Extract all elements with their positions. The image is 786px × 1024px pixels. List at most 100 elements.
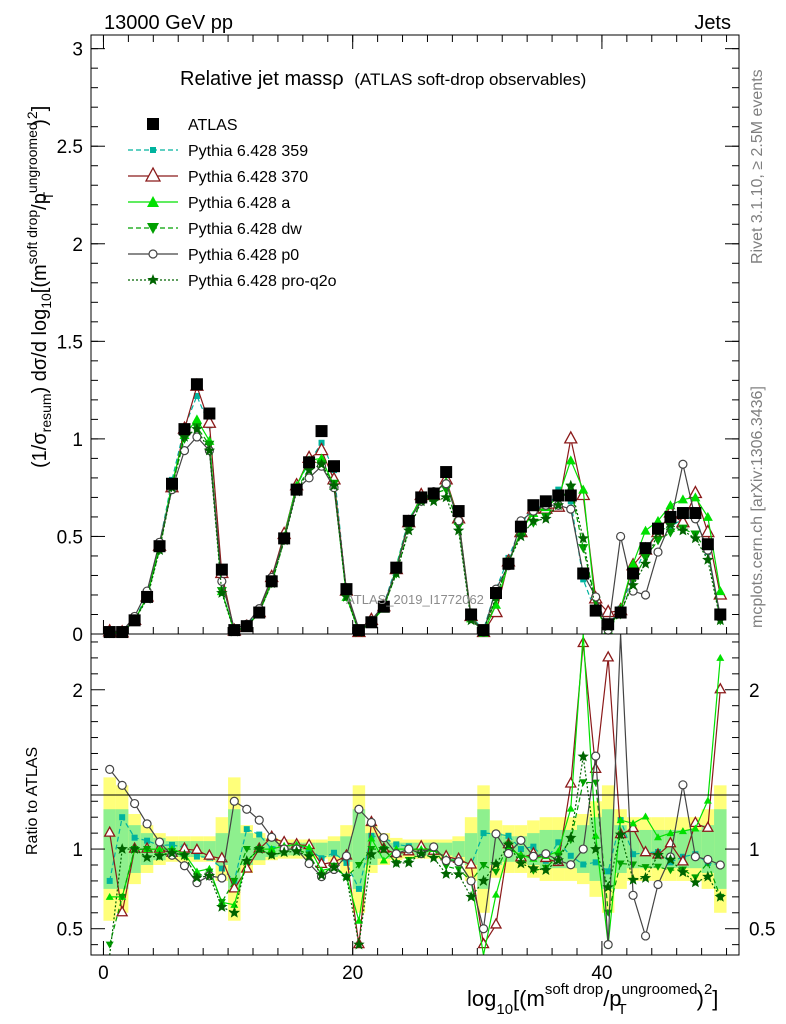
marker-ATLAS [477, 624, 490, 637]
ratio-marker-pq2o [328, 861, 340, 873]
ratio-marker-pq2o [652, 849, 664, 860]
ratio-y-tick-label: 2 [72, 681, 83, 702]
marker-ATLAS [440, 466, 453, 479]
ratio-marker-pp0 [179, 861, 190, 871]
marker-ATLAS [689, 507, 702, 520]
ratio-band-green [452, 841, 465, 858]
ylabel-part: resum [38, 393, 54, 432]
marker-ATLAS [166, 477, 178, 490]
ratio-marker-pq2o [116, 843, 128, 854]
marker-pa [565, 455, 576, 465]
ratio-marker-p370 [639, 845, 652, 857]
legend-marker-ATLAS [147, 118, 159, 130]
ratio-marker-p370 [676, 854, 690, 866]
y-tick-label: 0.5 [57, 527, 83, 548]
ratio-marker-pp0 [366, 817, 376, 828]
ratio-marker-pp0 [379, 833, 389, 843]
ratio-marker-pp0 [541, 849, 551, 859]
ratio-marker-pp0 [640, 931, 651, 941]
header-left: 13000 GeV pp [104, 12, 233, 34]
marker-pp0 [678, 459, 688, 469]
marker-ATLAS [340, 583, 353, 596]
marker-pq2o [303, 464, 315, 475]
marker-ATLAS [664, 510, 677, 523]
marker-pp0 [566, 504, 576, 514]
ratio-marker-pp0 [628, 890, 638, 900]
ratio-marker-pdw [479, 861, 488, 869]
main-series-layer [102, 377, 728, 639]
ratio-marker-pq2o [228, 906, 240, 918]
ratio-marker-p370 [116, 905, 129, 917]
ratio-marker-p359 [605, 868, 612, 875]
marker-pq2o [540, 512, 552, 524]
ratio-marker-pa [155, 845, 164, 853]
ratio-marker-pp0 [130, 798, 140, 809]
ratio-marker-pq2o [552, 854, 564, 866]
ratio-marker-p359 [331, 849, 337, 856]
marker-ATLAS [676, 507, 689, 520]
ratio-marker-pp0 [715, 860, 725, 870]
ratio-marker-pp0 [678, 780, 688, 790]
ylabel-part: 10 [38, 293, 54, 309]
ratio-band-green [439, 842, 453, 856]
ratio-marker-pp0 [703, 854, 713, 865]
legend-marker-pp0 [148, 249, 158, 259]
xlabel-part: 10 [496, 1001, 513, 1018]
marker-ATLAS [539, 495, 552, 508]
ratio-marker-pq2o [565, 831, 577, 843]
ratio-band-green [103, 809, 116, 889]
ratio-marker-pq2o [477, 874, 490, 886]
ratio-marker-pq2o [290, 845, 303, 857]
marker-pq2o [191, 423, 203, 434]
ratio-marker-pq2o [590, 843, 602, 854]
x-tick-label: 0 [98, 963, 109, 984]
marker-pq2o [328, 479, 340, 491]
marker-pa [640, 525, 651, 535]
mcplots-label: mcplots.cern.ch [arXiv:1306.3436] [749, 386, 766, 628]
marker-ATLAS [589, 604, 602, 617]
ylabel-part: T [40, 191, 56, 200]
ratio-marker-pq2o [465, 890, 477, 902]
marker-pq2o [639, 557, 652, 569]
ratio-marker-pq2o [203, 869, 216, 881]
marker-ATLAS [390, 561, 403, 574]
marker-pq2o [664, 518, 677, 530]
marker-pp0 [441, 479, 451, 489]
main-y-axis-label: (1/σresum) dσ/d log10[(msoft drop/pungro… [24, 106, 56, 468]
y-tick-label: 3 [72, 40, 83, 61]
ratio-marker-p370 [626, 821, 640, 833]
marker-pq2o [452, 524, 465, 536]
ylabel-part: ungroomed [24, 122, 40, 193]
ratio-marker-pq2o [191, 871, 203, 883]
ratio-marker-pp0 [354, 804, 364, 814]
ratio-marker-pq2o [141, 851, 153, 863]
legend-label: Pythia 6.428 p0 [188, 247, 299, 264]
ratio-marker-pq2o [241, 855, 253, 866]
marker-pq2o [216, 587, 228, 598]
xlabel-part: log [467, 986, 496, 1011]
ratio-marker-pa [492, 890, 500, 898]
xlabel-part: ) [697, 986, 704, 1011]
marker-pp0 [640, 590, 651, 600]
ratio-marker-pa [716, 653, 725, 661]
ratio-marker-pp0 [267, 832, 277, 842]
ratio-marker-pq2o [714, 890, 726, 902]
xlabel-part: ungroomed [622, 981, 698, 998]
ratio-marker-pa [305, 843, 314, 851]
marker-ATLAS [614, 606, 627, 619]
marker-ATLAS [402, 514, 415, 527]
marker-ATLAS [465, 608, 478, 621]
ratio-marker-pp0 [516, 835, 526, 845]
ratio-marker-pp0 [254, 815, 264, 825]
ratio-marker-pp0 [304, 858, 314, 869]
ratio-marker-pdw [354, 861, 363, 869]
legend-label: ATLAS [188, 117, 238, 134]
ratio-marker-p359 [517, 846, 524, 853]
marker-ATLAS [253, 606, 266, 619]
marker-ATLAS [178, 423, 191, 436]
ratio-marker-pdw [654, 863, 662, 871]
ratio-marker-pdw [442, 863, 451, 871]
ratio-marker-pa [379, 856, 388, 864]
rivet-label: Rivet 3.1.10, ≥ 2.5M events [749, 69, 766, 264]
ratio-marker-pq2o [303, 850, 315, 862]
